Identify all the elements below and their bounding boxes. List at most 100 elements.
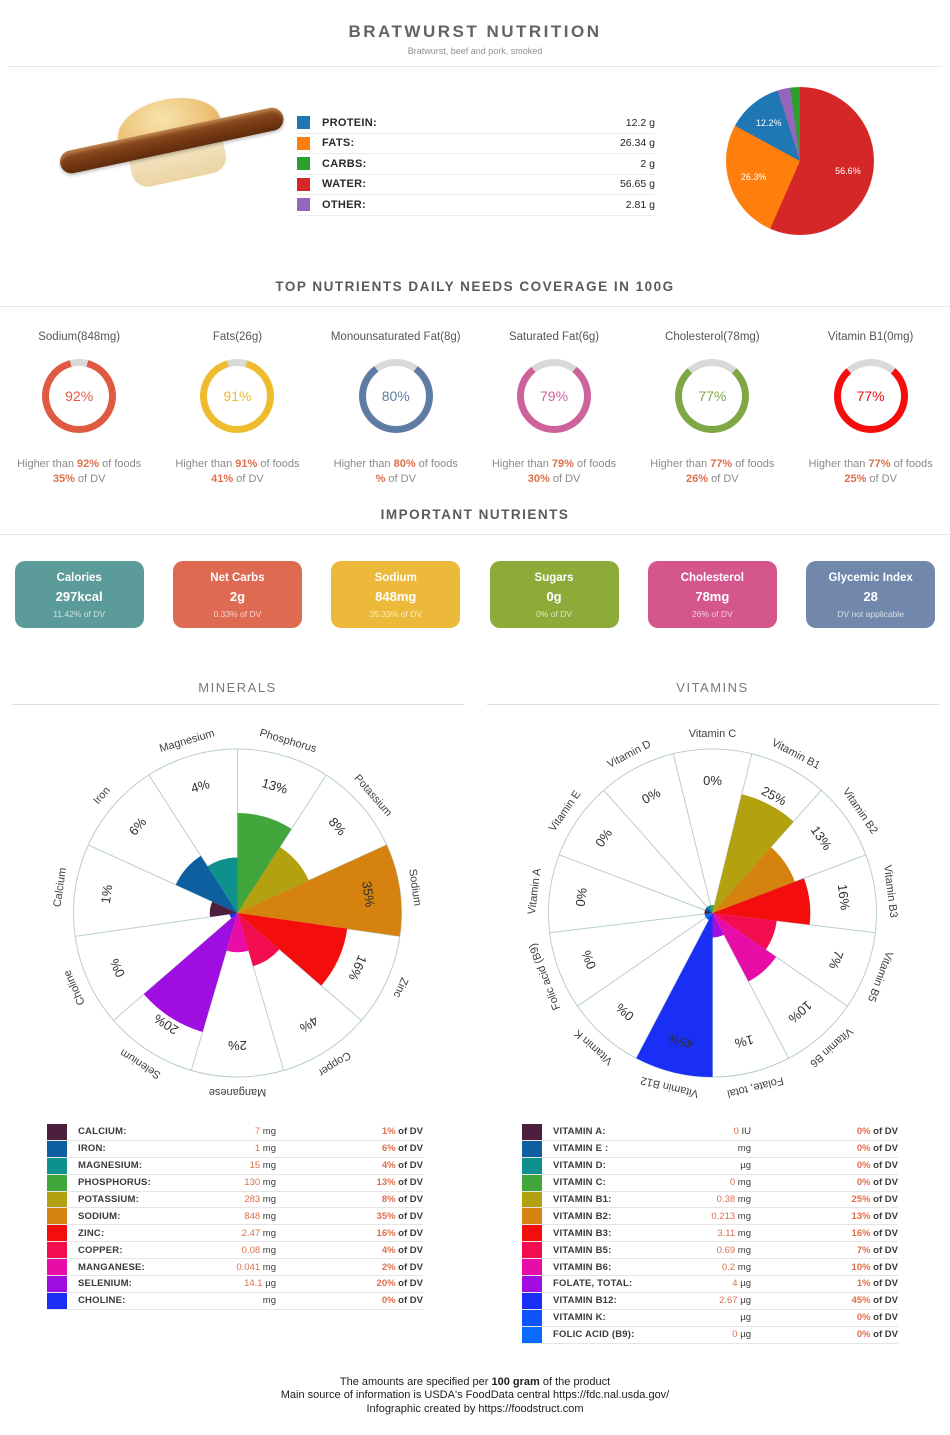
table-row: VITAMIN B6: 0.2 mg 10% of DV (522, 1259, 898, 1277)
gauge-higher-text: Higher than 77% of foods (650, 458, 775, 470)
card-slot: Calories 297kcal 11.42% of DV (0, 561, 158, 628)
gauge-title: Sodium(848mg) (38, 331, 121, 343)
macro-color-swatch (297, 177, 310, 191)
card-dv: 35.33% of DV (369, 609, 422, 619)
coverage-gauge: Saturated Fat(6g) 79% Higher than 79% of f… (475, 331, 633, 487)
row-amount-number: 2.67 (719, 1295, 738, 1307)
row-color-swatch (522, 1191, 542, 1208)
card-value: 0g (546, 589, 562, 604)
polar-percent-label: 2% (228, 1038, 247, 1053)
polar-percent-label: 4% (189, 776, 212, 796)
coverage-gauge: Sodium(848mg) 92% Higher than 92% of foods… (0, 331, 158, 487)
row-dv: 0% of DV (856, 1126, 898, 1138)
polar-percent-label: 0% (639, 785, 663, 807)
gauge-higher-text: Higher than 79% of foods (491, 458, 617, 470)
polar-wedge-phosphorus (237, 813, 292, 913)
polar-percent-label: 0% (612, 1000, 636, 1024)
row-amount-number: 0.041 (236, 1261, 261, 1273)
minerals-title: MINERALS (198, 680, 277, 695)
gauge-title: Monounsaturated Fat(8g) (330, 331, 461, 343)
row-dv: 0% of DV (381, 1295, 423, 1307)
macro-label: OTHER: (322, 198, 366, 211)
card-title: Cholesterol (680, 572, 744, 584)
row-nutrient-name: CALCIUM: (78, 1126, 127, 1138)
minerals-column: MINERALS Phosphorus 13% Potassium 8% Sodium 3… (0, 656, 475, 1344)
gauge-higher-text: Higher than 77% of foods (808, 458, 933, 470)
row-dv-percent: 0% (856, 1143, 871, 1155)
footer-line-3: Infographic created by https://foodstruc… (366, 1402, 584, 1415)
row-amount: 1 mg (254, 1143, 276, 1155)
polar-wedge-vitamin-e (705, 907, 713, 913)
row-color-swatch (522, 1242, 542, 1259)
macro-color-swatch (297, 157, 310, 171)
minerals-polar-chart: Phosphorus 13% Potassium 8% Sodium 35% Zinc 16%… (0, 705, 475, 1120)
table-row: COPPER: 0.08 mg 4% of DV (47, 1242, 423, 1260)
polar-grid-line (603, 789, 713, 914)
row-amount: 283 mg (244, 1194, 276, 1205)
row-dv-percent: 25% (851, 1194, 871, 1205)
row-dv: 20% of DV (376, 1278, 423, 1290)
polar-category-label: Vitamin C (689, 728, 737, 740)
footer-line1-bold: 100 gram (491, 1375, 540, 1388)
bratwurst-image (57, 77, 286, 207)
page-subtitle: Bratwurst, beef and pork, smoked (407, 46, 543, 56)
polar-wedge-vitamin-a (704, 910, 713, 914)
row-dv-percent: 10% (851, 1261, 871, 1273)
vitamins-title-rule (486, 704, 939, 705)
row-color-swatch (522, 1326, 542, 1343)
row-amount: 0.69 mg (716, 1244, 751, 1256)
row-amount: 3.11 mg (717, 1227, 751, 1239)
row-nutrient-name: FOLIC ACID (B9): (553, 1329, 635, 1341)
gauge-ring: 80% (358, 359, 433, 433)
polar-category-label: Vitamin B6 (807, 1025, 855, 1069)
macro-label: PROTEIN: (322, 116, 377, 129)
card-title: Glycemic Index (828, 572, 913, 584)
nutrient-card: Cholesterol 78mg 26% of DV (647, 561, 777, 628)
polar-category-label: Manganese (209, 1086, 267, 1098)
row-dv-percent: 13% (376, 1177, 396, 1189)
row-color-swatch (47, 1242, 67, 1259)
row-color-swatch (522, 1157, 542, 1174)
row-amount-number: 0.2 (721, 1261, 736, 1273)
macro-legend-row: FATS: 26.34 g (297, 134, 655, 154)
polar-category-label: Vitamin E (547, 789, 583, 834)
row-dv-percent: 4% (381, 1244, 396, 1256)
row-amount: 15 mg (249, 1160, 276, 1172)
gauge-dv-percent: 25% (844, 473, 867, 485)
polar-wedge-vitamin-c (710, 904, 715, 913)
polar-grid-line (558, 854, 713, 914)
row-amount-number: 0.38 (716, 1194, 736, 1205)
row-dv-percent: 0% (856, 1126, 871, 1138)
macro-legend-row: PROTEIN: 12.2 g (297, 113, 655, 134)
gauge-value: 77% (682, 366, 743, 426)
row-nutrient-name: MANGANESE: (78, 1261, 145, 1273)
row-dv: 13% of DV (376, 1177, 423, 1189)
row-dv-percent: 35% (376, 1210, 396, 1222)
gauge-value: 91% (207, 366, 268, 426)
polar-percent-label: 0% (703, 773, 722, 788)
row-color-swatch (47, 1276, 67, 1292)
row-nutrient-name: SODIUM: (78, 1210, 121, 1222)
macro-color-swatch (297, 116, 310, 130)
polar-category-label: Magnesium (158, 727, 216, 755)
polar-category-label: Iron (91, 785, 112, 807)
row-amount-number: 0.213 (711, 1210, 736, 1222)
gauge-dv-text: 41% of DV (211, 473, 264, 485)
row-dv-percent: 13% (851, 1210, 871, 1222)
polar-percent-label: 13% (808, 823, 835, 853)
row-color-swatch (47, 1140, 67, 1157)
row-dv-percent: 1% (381, 1126, 396, 1138)
polar-wedge-vitamin-k (705, 913, 713, 921)
coverage-gauge: Cholesterol(78mg) 77% Higher than 77% of f… (633, 331, 791, 487)
row-amount-number: 1 (254, 1143, 261, 1155)
row-dv: 16% of DV (851, 1227, 898, 1239)
row-color-swatch (47, 1292, 67, 1309)
polar-grid-line (635, 912, 713, 1059)
row-nutrient-name: VITAMIN B6: (553, 1261, 612, 1273)
polar-grid-line (148, 774, 238, 914)
macro-legend-row: WATER: 56.65 g (297, 175, 655, 195)
minerals-title-rule (11, 704, 464, 705)
header-divider (8, 66, 942, 67)
nutrient-card: Glycemic Index 28 DV not applicable (806, 561, 936, 628)
polar-grid-line (549, 912, 713, 934)
